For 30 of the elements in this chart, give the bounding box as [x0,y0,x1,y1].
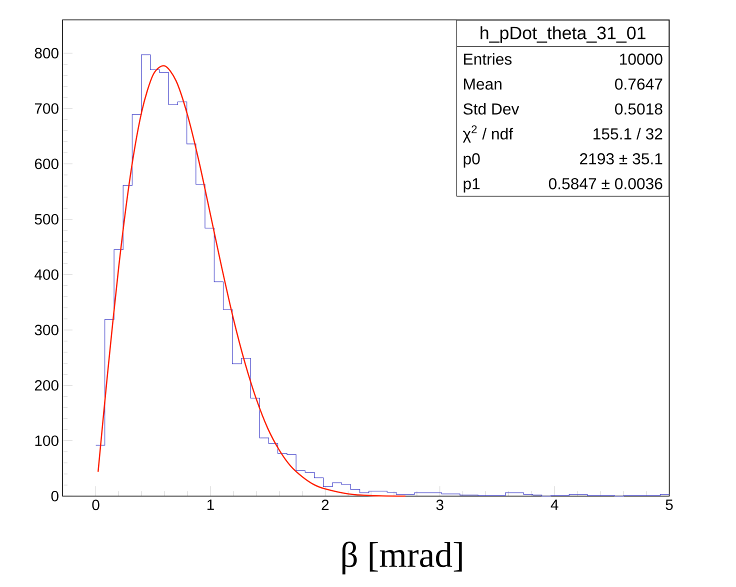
annotation: 0.5847 ± 0.0036 [548,178,662,190]
y-tick-label: 100 [35,436,58,446]
y-tick-label: 500 [34,214,58,225]
annotation: 2193 ± 35.1 [580,153,662,165]
annotation: 155.1 / 32 [594,128,662,140]
annotation: p0 [464,153,480,168]
annotation: χ$^{2}$ / ndf [462,125,514,143]
x-tick-label: 0 [92,500,100,510]
annotation: 0.5018 [615,103,662,115]
y-tick-label: 800 [34,48,58,59]
y-tick-label: 400 [34,269,58,280]
annotation: h_pDot_theta_31_01 [480,26,646,43]
y-tick-label: 300 [34,324,58,336]
x-tick-label: 3 [436,500,444,510]
y-tick-label: 700 [34,103,58,114]
y-tick-label: 600 [34,158,58,170]
x-tick-label: 5 [666,500,673,510]
y-tick-label: 200 [34,380,58,391]
annotation: Std Dev [463,103,520,115]
annotation: 0.7647 [615,78,662,90]
x-axis-title: β [mrad] [342,542,462,575]
annotation: 10000 [620,54,662,65]
y-tick-label: 0 [51,490,58,502]
annotation: Mean [464,78,502,90]
x-tick-label: 4 [550,500,558,510]
annotation: p1 [464,178,480,193]
x-tick-label: 2 [322,500,329,510]
annotation: Entries [464,53,512,65]
line-series [97,65,406,497]
x-tick-label: 1 [207,500,214,510]
